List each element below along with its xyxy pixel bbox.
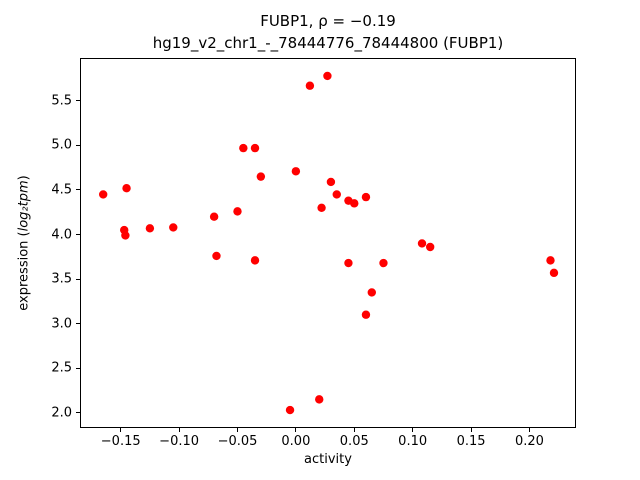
data-point: [361, 310, 371, 319]
data-point: [285, 405, 295, 415]
y-tick-mark: [76, 323, 80, 325]
data-point: [145, 224, 155, 233]
x-tick-mark: [236, 428, 238, 432]
x-tick-label: 0.15: [456, 434, 486, 449]
data-point: [350, 199, 359, 208]
x-tick-label: 0.00: [281, 434, 311, 449]
y-tick-label: 5.5: [51, 93, 72, 109]
data-point: [332, 190, 341, 199]
data-point: [239, 143, 248, 153]
y-axis-label-prefix: expression (: [16, 231, 32, 311]
y-tick-mark: [76, 412, 80, 414]
data-point: [361, 192, 371, 202]
data-point: [379, 258, 388, 268]
x-tick-label: 0.10: [398, 434, 428, 449]
data-point: [344, 258, 353, 268]
y-axis-label-math: log₂tpm: [16, 180, 32, 232]
data-point: [256, 172, 266, 181]
x-tick-label: −0.15: [100, 434, 141, 449]
data-point: [305, 81, 315, 90]
y-tick-label: 5.0: [51, 137, 72, 153]
x-tick-mark: [412, 428, 414, 432]
x-tick-label: −0.05: [217, 434, 258, 449]
data-point: [549, 268, 559, 278]
y-tick-mark: [76, 234, 80, 236]
y-tick-label: 4.5: [51, 182, 72, 198]
data-point: [291, 167, 301, 176]
data-point: [315, 395, 324, 404]
data-point: [121, 231, 130, 240]
y-tick-label: 4.0: [51, 227, 72, 243]
x-tick-mark: [120, 428, 122, 432]
plot-area: [80, 58, 576, 428]
data-point: [122, 184, 131, 193]
x-tick-label: −0.10: [159, 434, 200, 449]
data-point: [317, 203, 326, 212]
y-tick-label: 3.5: [51, 271, 72, 287]
data-point: [417, 239, 427, 248]
data-point: [233, 207, 242, 216]
data-point: [546, 256, 555, 265]
y-tick-mark: [76, 100, 80, 102]
y-tick-mark: [76, 278, 80, 280]
y-tick-label: 2.0: [51, 405, 72, 421]
x-tick-mark: [470, 428, 472, 432]
y-tick-mark: [76, 189, 80, 191]
x-tick-mark: [295, 428, 297, 432]
x-tick-mark: [178, 428, 180, 432]
data-point: [169, 223, 178, 232]
y-axis-label-suffix: ): [16, 175, 32, 181]
data-point: [98, 190, 108, 199]
chart-subtitle: hg19_v2_chr1_-_78444776_78444800 (FUBP1): [152, 34, 504, 52]
data-point: [323, 71, 332, 81]
data-point: [209, 212, 219, 221]
data-point: [212, 251, 221, 261]
data-point: [425, 242, 435, 252]
y-tick-mark: [76, 144, 80, 146]
x-tick-mark: [353, 428, 355, 432]
y-tick-label: 2.5: [51, 360, 72, 376]
data-point: [367, 288, 376, 297]
chart-title: FUBP1, ρ = −0.19: [260, 12, 396, 30]
x-tick-mark: [528, 428, 530, 432]
y-tick-label: 3.0: [51, 316, 72, 332]
data-point: [250, 256, 260, 265]
y-tick-mark: [76, 367, 80, 369]
scatter-points: [98, 71, 559, 415]
x-tick-label: 0.05: [339, 434, 369, 449]
data-point: [326, 177, 336, 187]
data-point: [250, 143, 260, 153]
y-axis-label: expression (log₂tpm): [17, 175, 32, 310]
x-tick-label: 0.20: [514, 434, 544, 449]
x-axis-label: activity: [304, 452, 352, 467]
